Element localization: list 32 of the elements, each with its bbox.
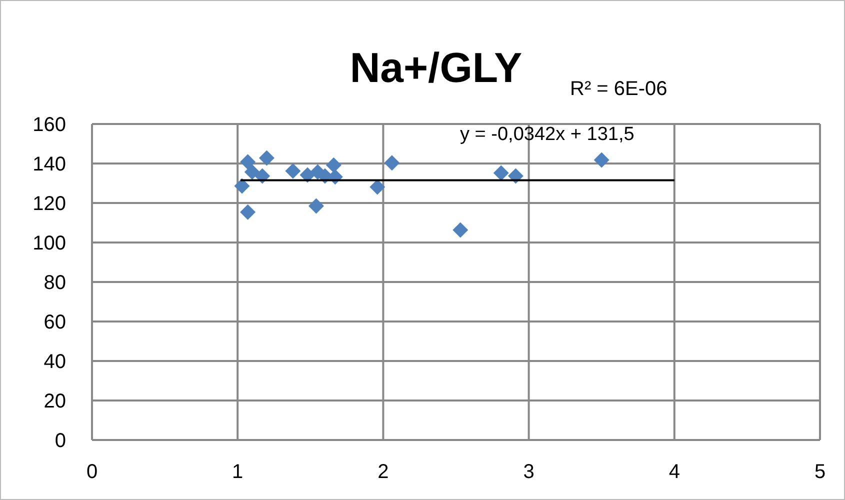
point (258, 150, 274, 166)
annotation: y = -0,0342x + 131,5 (460, 124, 634, 145)
y-tick-label: 20 (44, 390, 66, 412)
point (384, 155, 400, 171)
text: R² = 6E-06 (570, 78, 668, 100)
chart-title: Na+/GLY (350, 44, 522, 91)
y-tick-label: 160 (32, 114, 66, 136)
point (308, 198, 324, 214)
point (234, 178, 250, 194)
y-tick-label: 0 (54, 430, 66, 452)
y-tick-label: 60 (44, 312, 66, 334)
point (508, 168, 524, 184)
point (493, 165, 509, 181)
y-tick-label: 100 (32, 232, 66, 254)
y-tick-label: 80 (44, 272, 66, 294)
x-tick-label: 3 (523, 461, 534, 483)
point (244, 164, 260, 180)
point (240, 154, 256, 170)
point (240, 204, 256, 220)
x-tick-label: 5 (814, 461, 826, 483)
x-tick-label: 4 (668, 461, 680, 483)
x-tick-label: 2 (378, 461, 389, 483)
point (326, 157, 342, 173)
point (370, 179, 386, 195)
point (285, 163, 301, 179)
y-tick-label: 40 (44, 351, 66, 373)
y-tick-label: 120 (32, 193, 66, 215)
y-tick-label: 140 (32, 154, 66, 176)
x-tick-label: 1 (232, 461, 244, 483)
point (452, 222, 468, 238)
point (594, 152, 610, 168)
x-tick-label: 0 (86, 461, 98, 483)
